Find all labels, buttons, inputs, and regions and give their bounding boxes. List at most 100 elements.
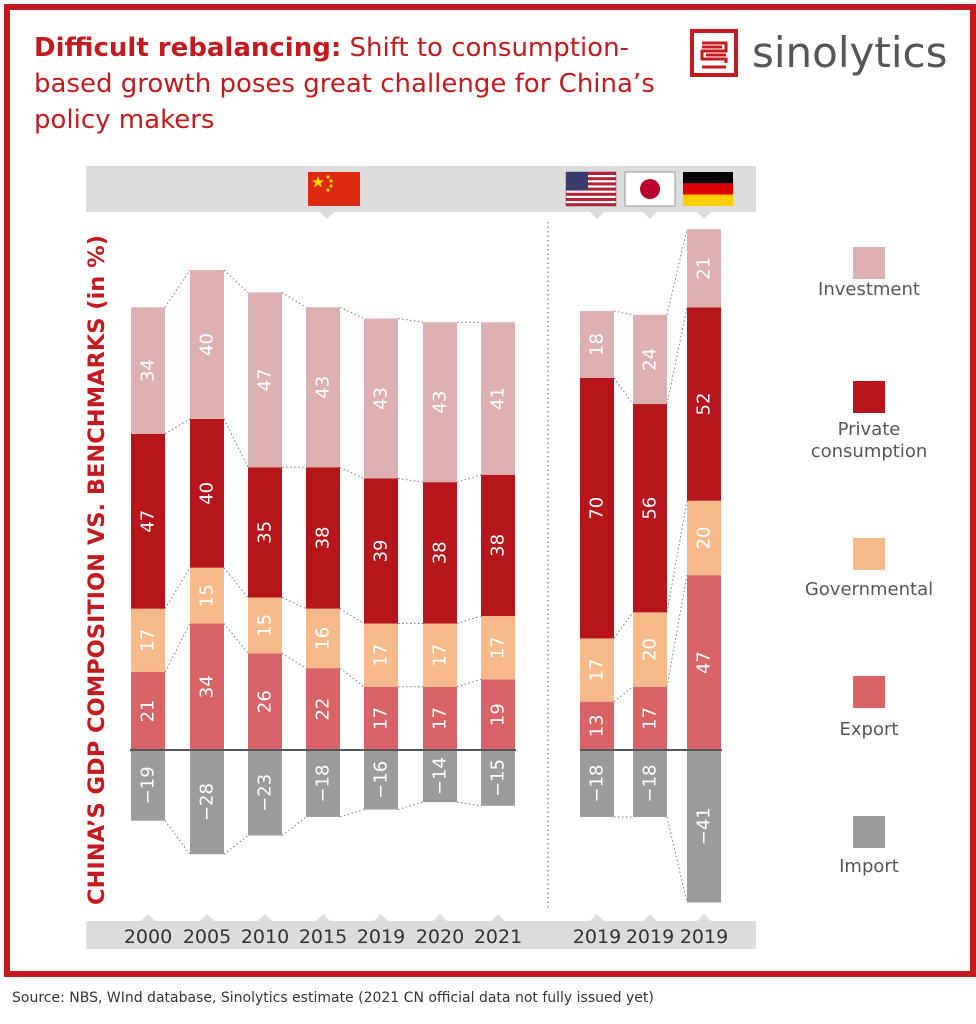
bar-segment-export	[687, 575, 721, 750]
connector-line	[281, 292, 307, 308]
data-label-governmental: 15	[197, 584, 218, 607]
connector-line	[397, 801, 424, 810]
data-label-governmental: 16	[313, 627, 334, 650]
bar-segment-private-consumption	[131, 433, 165, 609]
data-label-governmental: 15	[255, 614, 276, 637]
connector-line	[613, 686, 634, 703]
bar-segment-governmental	[364, 623, 398, 687]
bar-segment-governmental	[633, 612, 667, 687]
bar-segment-import	[364, 750, 398, 810]
bar-segment-private-consumption	[423, 482, 457, 624]
data-label-private-consumption: 47	[138, 510, 159, 533]
connector-line	[456, 678, 482, 688]
bars: 21 17 47 34 −19 34 15 40 40 −28 26 15 35 47 −23 22 16 38 4…	[131, 229, 721, 903]
year-label: 2019	[357, 926, 405, 948]
connector-line	[281, 816, 307, 836]
title-bold-part: Difficult rebalancing:	[34, 33, 342, 63]
data-label-governmental: 17	[587, 659, 608, 682]
data-label-private-consumption: 52	[694, 393, 715, 416]
legend-swatch-investment	[853, 247, 885, 279]
bottom-year-band	[86, 921, 756, 949]
bar-segment-governmental	[580, 638, 614, 702]
data-label-governmental: 17	[430, 644, 451, 667]
bar-segment-governmental	[423, 623, 457, 687]
bar-segment-investment	[633, 314, 667, 405]
connector-line	[339, 608, 365, 624]
bar-segment-investment	[131, 307, 165, 434]
bar-segment-private-consumption	[481, 474, 515, 617]
legend-label-import: Import	[839, 856, 899, 877]
bar-segment-private-consumption	[306, 467, 340, 609]
year-label: 2015	[299, 926, 347, 948]
sinolytics-logo-icon	[690, 28, 738, 77]
source-note: Source: NBS, WInd database, Sinolytics e…	[12, 990, 654, 1006]
bar-segment-private-consumption	[580, 378, 614, 639]
data-label-export: 22	[313, 698, 334, 721]
bar-segment-investment	[190, 270, 224, 419]
data-label-export: 17	[640, 707, 661, 730]
bar-segment-import	[306, 750, 340, 817]
legend-label-export: Export	[840, 719, 899, 740]
data-label-investment: 43	[371, 387, 392, 410]
bar-segment-export	[481, 679, 515, 750]
data-label-export: 13	[587, 714, 608, 737]
connector-line	[666, 229, 688, 315]
year-label: 2019	[626, 926, 674, 948]
data-label-investment: 40	[197, 333, 218, 356]
bar-segment-export	[364, 686, 398, 750]
data-label-investment: 47	[255, 368, 276, 391]
bar-segment-private-consumption	[687, 307, 721, 501]
bar-segment-import	[481, 750, 515, 806]
connector-line	[339, 809, 365, 818]
data-label-investment: 18	[587, 333, 608, 356]
data-label-private-consumption: 40	[197, 482, 218, 505]
data-label-import: −41	[694, 807, 715, 845]
bar-segment-governmental	[248, 597, 282, 654]
brand-name: sinolytics	[752, 28, 948, 77]
bar-segment-private-consumption	[633, 404, 667, 613]
year-label: 2019	[573, 926, 621, 948]
data-label-private-consumption: 38	[313, 527, 334, 550]
connector-line	[164, 418, 191, 435]
data-label-governmental: 17	[371, 644, 392, 667]
bar-segment-import	[423, 750, 457, 803]
connector-line	[223, 623, 249, 654]
connector-line	[223, 567, 249, 598]
connector-line	[456, 801, 482, 807]
germany-flag-icon	[683, 172, 733, 206]
flag-pointer	[590, 212, 604, 219]
data-label-private-consumption: 35	[255, 521, 276, 544]
bar-segment-export	[633, 686, 667, 750]
year-label: 2020	[416, 926, 464, 948]
bar-segment-investment	[423, 322, 457, 483]
connector-line	[666, 500, 688, 613]
year-label: 2019	[680, 926, 728, 948]
bar-segment-export	[580, 701, 614, 750]
bar-segment-import	[580, 750, 614, 817]
bar-segment-governmental	[306, 608, 340, 669]
bar-segment-import	[687, 750, 721, 903]
data-label-private-consumption: 38	[488, 534, 509, 557]
year-pointer	[374, 914, 388, 921]
bar-segment-import	[190, 750, 224, 855]
year-pointer	[141, 914, 155, 921]
data-label-investment: 43	[430, 391, 451, 414]
year-label: 2010	[241, 926, 289, 948]
data-label-investment: 24	[640, 348, 661, 371]
connector-line	[456, 615, 482, 624]
bar-segment-investment	[481, 322, 515, 475]
connector-line	[613, 310, 634, 316]
connector-line	[397, 477, 424, 483]
data-label-import: −28	[197, 783, 218, 821]
data-label-import: −18	[313, 764, 334, 802]
connector-line	[456, 474, 482, 483]
legend-swatch-export	[853, 676, 885, 708]
data-label-investment: 41	[488, 387, 509, 410]
bar-segment-private-consumption	[364, 478, 398, 624]
connector-line	[223, 418, 249, 468]
legend: Investment Private consumption Governmental…	[805, 247, 933, 877]
chart-title: Difficult rebalancing: Shift to consumpt…	[34, 30, 674, 138]
year-label: 2005	[183, 926, 231, 948]
bar-segment-governmental	[481, 616, 515, 680]
data-label-private-consumption: 39	[371, 540, 392, 563]
